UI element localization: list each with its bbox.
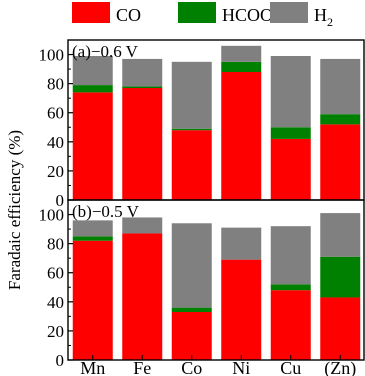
bar-b-Fe-2 [122, 217, 163, 234]
bar-b-Zn-0 [320, 297, 361, 360]
plot-frame [67, 199, 365, 361]
y-tick-label: 60 [47, 104, 64, 123]
x-tick-label: Mn [80, 358, 105, 376]
y-tick-label: 0 [56, 351, 65, 370]
bar-b-Co-1 [171, 307, 212, 312]
bar-a-Fe-1 [122, 86, 163, 88]
bar-a-Co-2 [171, 61, 212, 129]
bar-a-Co-1 [171, 128, 212, 131]
bar-b-Mn-0 [72, 240, 113, 360]
bar-b-Zn-1 [320, 256, 361, 298]
panel-label: (a)−0.6 V [72, 42, 139, 61]
bar-b-Fe-0 [122, 233, 163, 360]
bar-b-Ni-2 [221, 227, 262, 260]
y-tick-label: 20 [47, 162, 64, 181]
x-tick-label: Co [181, 358, 202, 376]
bar-a-Mn-2 [72, 56, 113, 86]
bar-a-Ni-0 [221, 72, 262, 200]
y-tick-label: 100 [39, 206, 65, 225]
bar-a-Mn-1 [72, 85, 113, 93]
bar-b-Ni-0 [221, 259, 262, 360]
bar-a-Cu-0 [270, 138, 311, 200]
bar-a-Fe-2 [122, 58, 163, 87]
bar-b-Cu-1 [270, 284, 311, 291]
legend-label-0: CO [116, 5, 141, 25]
bar-a-Zn-2 [320, 58, 361, 115]
bar-a-Cu-1 [270, 127, 311, 139]
bar-a-Mn-0 [72, 92, 113, 200]
bar-b-Zn-2 [320, 213, 361, 257]
x-tick-label: Cu [280, 358, 301, 376]
bar-b-Cu-0 [270, 290, 311, 360]
panel-a: 0 20 40 60 80 100 (a)−0.6 V [39, 39, 365, 210]
y-axis-label: Faradaic efficiency (%) [5, 130, 24, 290]
legend-swatch-2 [270, 2, 308, 23]
y-tick-label: 80 [47, 235, 64, 254]
bar-a-Zn-0 [320, 124, 361, 200]
bar-a-Fe-0 [122, 88, 163, 200]
bar-a-Co-0 [171, 130, 212, 200]
y-tick-label: 80 [47, 75, 64, 94]
bar-a-Ni-2 [221, 45, 262, 62]
panel-b: 0 20 40 60 80 100 (b)−0.5 V [39, 199, 365, 370]
x-tick-label: (Zn) [324, 358, 356, 376]
legend-label-2: H2 [314, 5, 333, 29]
y-tick-label: 40 [47, 133, 64, 152]
x-tick-label: Ni [232, 358, 250, 376]
y-tick-label: 40 [47, 293, 64, 312]
panel-label: (b)−0.5 V [72, 202, 140, 221]
bar-b-Mn-1 [72, 236, 113, 241]
y-tick-label: 0 [56, 191, 65, 210]
bar-b-Co-0 [171, 312, 212, 360]
bar-a-Zn-1 [320, 114, 361, 125]
bar-b-Mn-2 [72, 220, 113, 237]
bar-a-Cu-2 [270, 56, 311, 128]
x-tick-label: Fe [133, 358, 151, 376]
y-tick-label: 100 [39, 46, 65, 65]
bar-b-Co-2 [171, 223, 212, 308]
legend-swatch-1 [178, 2, 216, 23]
y-tick-label: 20 [47, 322, 64, 341]
y-tick-label: 60 [47, 264, 64, 283]
bar-b-Cu-2 [270, 226, 311, 285]
x-axis-labels: Mn Fe Co Ni Cu (Zn) [80, 355, 356, 376]
bar-a-Ni-1 [221, 61, 262, 72]
legend-swatch-0 [72, 2, 110, 23]
